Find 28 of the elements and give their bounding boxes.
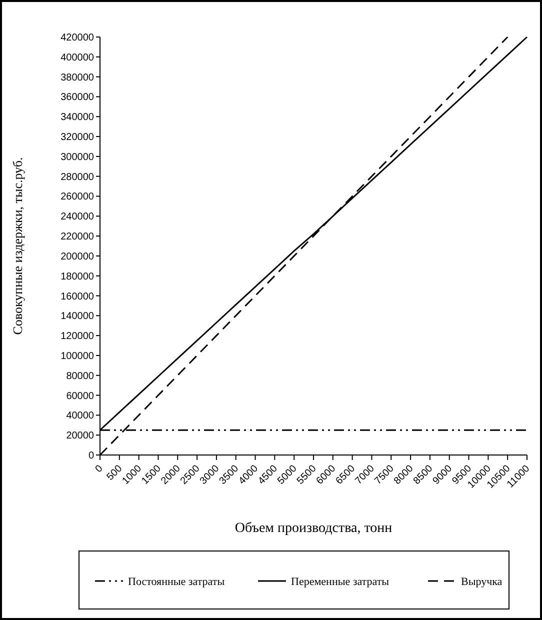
legend-label: Постоянные затраты xyxy=(128,576,226,588)
y-tick-label: 20000 xyxy=(66,430,94,442)
y-tick-label: 240000 xyxy=(60,212,94,223)
y-tick-label: 220000 xyxy=(60,232,94,243)
y-tick-label: 80000 xyxy=(66,370,94,382)
y-tick-label: 280000 xyxy=(60,172,94,183)
y-tick-label: 200000 xyxy=(60,251,94,262)
y-tick-label: 40000 xyxy=(66,410,94,422)
x-axis-title: Объем производства, тонн xyxy=(234,521,393,536)
y-tick-label: 420000 xyxy=(60,32,94,44)
x-tick-label: 0 xyxy=(93,463,106,476)
y-tick-label: 300000 xyxy=(60,152,94,163)
y-tick-label: 180000 xyxy=(60,271,94,282)
y-tick-label: 100000 xyxy=(60,350,94,362)
y-tick-label: 320000 xyxy=(60,132,94,144)
y-tick-label: 120000 xyxy=(60,331,94,342)
y-tick-label: 340000 xyxy=(60,112,94,124)
y-tick-label: 140000 xyxy=(60,311,94,322)
y-tick-label: 260000 xyxy=(60,192,94,203)
y-tick-label: 0 xyxy=(88,450,94,462)
legend-label: Переменные затраты xyxy=(291,576,390,588)
legend-label: Выручка xyxy=(461,576,502,588)
y-tick-label: 160000 xyxy=(60,291,94,302)
y-tick-label: 380000 xyxy=(60,72,94,84)
y-tick-label: 60000 xyxy=(66,390,94,402)
y-tick-label: 400000 xyxy=(60,52,94,64)
y-axis-title: Совокупные издержки, тыс.руб. xyxy=(10,157,25,335)
y-tick-label: 360000 xyxy=(60,92,94,104)
